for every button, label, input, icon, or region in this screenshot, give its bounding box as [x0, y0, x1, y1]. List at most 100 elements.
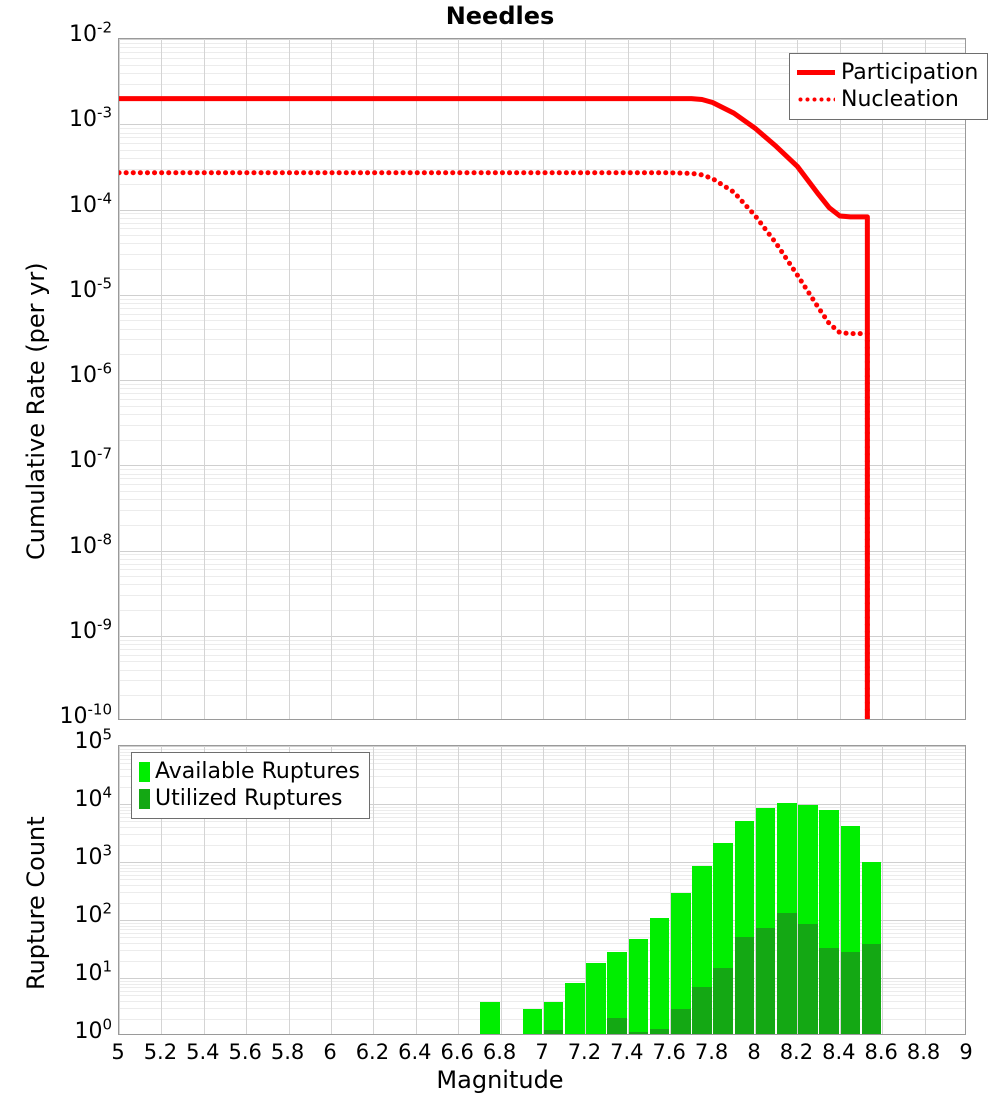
- bar-utilized-ruptures: [628, 1031, 649, 1034]
- gridline-vertical: [161, 39, 163, 719]
- ytick-label: 104: [74, 783, 112, 812]
- gridline-minor: [119, 424, 965, 426]
- gridline-vertical: [882, 39, 884, 719]
- gridline-minor: [119, 320, 965, 322]
- gridline-minor: [119, 990, 965, 992]
- gridline-minor: [119, 393, 965, 395]
- gridline-major: [119, 920, 965, 921]
- bar-available-ruptures: [649, 918, 670, 1034]
- gridline-minor: [119, 57, 965, 59]
- gridline-minor: [119, 902, 965, 904]
- gridline-minor: [119, 874, 965, 876]
- gridline-vertical: [458, 746, 460, 1034]
- available-swatch-icon: [139, 761, 150, 782]
- xtick-label: 7: [535, 1040, 549, 1064]
- gridline-minor: [119, 42, 965, 44]
- gridline-minor: [119, 524, 965, 526]
- gridline-minor: [119, 639, 965, 641]
- legend-label-nucleation: Nucleation: [841, 86, 959, 112]
- gridline-major: [119, 804, 965, 805]
- gridline-minor: [119, 827, 965, 829]
- gridline-minor: [119, 812, 965, 814]
- gridline-minor: [119, 816, 965, 818]
- gridline-vertical: [415, 39, 417, 719]
- gridline-minor: [119, 806, 965, 808]
- legend-item-available-ruptures[interactable]: Available Ruptures: [139, 758, 360, 785]
- gridline-minor: [119, 654, 965, 656]
- gridline-minor: [119, 313, 965, 315]
- gridline-vertical: [203, 746, 205, 1034]
- bar-utilized-ruptures: [840, 951, 861, 1034]
- bar-available-ruptures: [734, 820, 755, 1034]
- gridline-minor: [119, 254, 965, 256]
- gridline-vertical: [670, 746, 672, 1034]
- bar-available-ruptures: [819, 810, 840, 1034]
- dotted-line-icon: [797, 97, 835, 102]
- gridline-vertical: [203, 39, 205, 719]
- ytick-label: 10-6: [69, 359, 112, 388]
- gridline-vertical: [500, 746, 502, 1034]
- bar-utilized-ruptures: [670, 1008, 691, 1034]
- gridline-minor: [119, 864, 965, 866]
- xtick-label: 5.8: [270, 1040, 305, 1064]
- bar-utilized-ruptures: [819, 947, 840, 1034]
- legend-item-nucleation[interactable]: Nucleation: [797, 86, 978, 113]
- gridline-minor: [119, 168, 965, 170]
- gridline-vertical: [161, 746, 163, 1034]
- legend-label-participation: Participation: [841, 59, 979, 85]
- gridline-major: [119, 862, 965, 863]
- xtick-label: 6.2: [355, 1040, 390, 1064]
- gridline-vertical: [712, 39, 714, 719]
- gridline-minor: [119, 469, 965, 471]
- legend-item-utilized-ruptures[interactable]: Utilized Ruptures: [139, 785, 360, 812]
- curve-nucleation: [119, 170, 870, 719]
- gridline-minor: [119, 132, 965, 134]
- bar-available-ruptures: [628, 938, 649, 1034]
- gridline-minor: [119, 339, 965, 341]
- gridline-minor: [119, 892, 965, 894]
- bottom-panel-legend: Available Ruptures Utilized Ruptures: [131, 752, 370, 819]
- gridline-vertical: [373, 39, 375, 719]
- bar-available-ruptures: [607, 951, 628, 1034]
- ytick-label: 10-9: [69, 615, 112, 644]
- gridline-minor: [119, 925, 965, 927]
- gridline-minor: [119, 867, 965, 869]
- gridline-major: [119, 294, 965, 296]
- ytick-label: 103: [74, 841, 112, 870]
- gridline-minor: [119, 776, 965, 778]
- xtick-label: 8.2: [779, 1040, 814, 1064]
- ytick-label: 10-7: [69, 444, 112, 474]
- gridline-minor: [119, 758, 965, 760]
- gridline-minor: [119, 748, 965, 750]
- gridline-minor: [119, 558, 965, 560]
- bar-utilized-ruptures: [798, 924, 818, 1034]
- ytick-label: 100: [74, 1015, 112, 1044]
- gridline-minor: [119, 439, 965, 441]
- top-panel-ylabel: Cumulative Rate (per yr): [22, 262, 50, 560]
- gridline-vertical: [288, 39, 290, 719]
- gridline-minor: [119, 763, 965, 765]
- gridline-minor: [119, 844, 965, 846]
- gridline-minor: [119, 943, 965, 945]
- legend-item-participation[interactable]: Participation: [797, 59, 978, 86]
- gridline-vertical: [755, 39, 756, 719]
- gridline-minor: [119, 885, 965, 887]
- gridline-major: [119, 465, 965, 467]
- gridline-major: [119, 550, 965, 552]
- xtick-label: 8.6: [864, 1040, 898, 1064]
- gridline-minor: [119, 932, 965, 934]
- gridline-vertical: [797, 746, 799, 1034]
- gridline-minor: [119, 398, 965, 400]
- gridline-vertical: [543, 39, 544, 719]
- gridline-minor: [119, 484, 965, 486]
- gridline-minor: [119, 213, 965, 215]
- gridline-vertical: [543, 746, 544, 1034]
- gridline-minor: [119, 137, 965, 139]
- gridline-vertical: [670, 39, 672, 719]
- legend-label-available-ruptures: Available Ruptures: [155, 758, 360, 784]
- gridline-minor: [119, 52, 965, 54]
- gridline-minor: [119, 1001, 965, 1003]
- xtick-label: 5.2: [143, 1040, 178, 1064]
- ytick-label: 10-2: [69, 18, 112, 47]
- gridline-minor: [119, 754, 965, 756]
